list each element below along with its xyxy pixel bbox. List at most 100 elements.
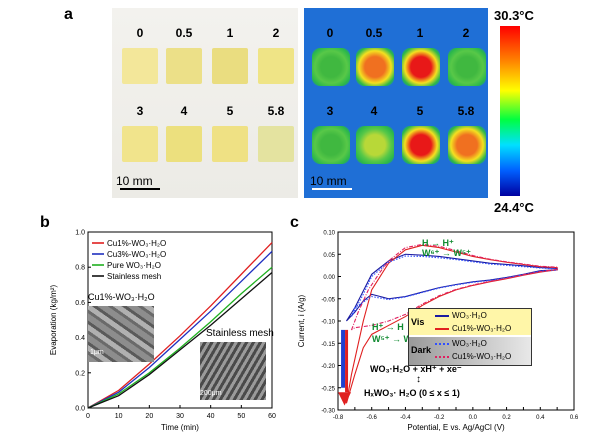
thermal-sample-label: 1 <box>416 26 424 40</box>
photo-sample-square <box>122 48 158 84</box>
legend-entry: Cu1%-WO₃·H₂O <box>435 352 511 361</box>
sem-inset-scale: 1μm <box>90 349 104 356</box>
legend-label: WO₃·H₂O <box>452 339 487 348</box>
reaction-reduction-2: W⁵⁺ → W⁶⁺ <box>372 334 421 344</box>
thermal-sample-label: 4 <box>370 104 378 118</box>
x-tick-label: -0.2 <box>434 415 445 421</box>
equation-line-2: HₓWO₃· H₂O (0 ≤ x ≤ 1) <box>364 388 460 398</box>
thermal-sample-spot <box>356 48 394 86</box>
legend-entry: WO₃·H₂O <box>435 339 487 348</box>
legend-dark-label: Dark <box>411 345 432 355</box>
x-tick-label: 30 <box>176 413 184 420</box>
legend-label: Cu1%-WO₃·H₂O <box>107 239 166 248</box>
photo-sample-square <box>212 48 248 84</box>
sem-inset <box>88 306 154 362</box>
photo-sample-square <box>258 126 294 162</box>
thermal-sample-spot <box>402 48 440 86</box>
legend-label: Cu1%-WO₃·H₂O <box>452 324 512 333</box>
legend-entry: Cu1%-WO₃·H₂O <box>435 324 511 333</box>
thermal-sample-label: 3 <box>326 104 334 118</box>
x-tick-label: -0.4 <box>400 415 411 421</box>
photo-sample-label: 3 <box>136 104 144 118</box>
x-axis-label: Time (min) <box>161 423 199 432</box>
red-arrow-head <box>338 392 352 406</box>
x-tick-label: 40 <box>207 413 215 420</box>
x-tick-label: -0.8 <box>333 415 344 421</box>
legend-label: Cu1%-WO₃·H₂O <box>452 352 512 361</box>
legend-label: Cu3%-WO₃·H₂O <box>107 250 166 259</box>
evaporation-chart: 0 10 20 30 40 50 60 0.0 0.2 0.4 0.6 0.8 1.0 Time (min… <box>49 230 276 433</box>
thermal-sample-label: 5.8 <box>457 104 475 118</box>
reaction-oxidation-1: H → H⁺ <box>422 238 454 248</box>
y-tick-label: 0.00 <box>323 275 335 281</box>
colorbar-min-label: 24.4°C <box>494 200 534 215</box>
thermal-sample-label: 0.5 <box>365 26 383 40</box>
legend-swatch <box>435 327 449 330</box>
legend-vis-band <box>409 309 531 335</box>
x-tick-label: -0.6 <box>367 415 378 421</box>
panel-a-label: a <box>64 6 73 23</box>
x-tick-label: 0.0 <box>469 415 478 421</box>
thermal-sample-label: 0 <box>326 26 334 40</box>
legend-swatch <box>435 355 449 358</box>
y-tick-label: -0.05 <box>321 297 335 303</box>
x-tick-label: 10 <box>115 413 123 420</box>
x-tick-label: 20 <box>145 413 153 420</box>
thermal-sample-spot <box>312 48 350 86</box>
thermal-sample-spot <box>448 126 486 164</box>
y-tick-label: -0.20 <box>321 364 335 370</box>
panel-c-label: c <box>290 214 299 231</box>
thermal-sample-spot <box>402 126 440 164</box>
photo-sample-square <box>166 48 202 84</box>
equation-line-1: WO₃·H₂O + xH⁺ + xe⁻ <box>370 364 462 374</box>
photo-scalebar-line <box>120 188 160 190</box>
series-line-0 <box>87 242 273 409</box>
reaction-oxidation-2: W⁶⁺ → W⁵⁺ <box>422 248 471 258</box>
y-tick-label: -0.10 <box>321 320 335 326</box>
mesh-inset-title: Stainless mesh <box>206 328 274 339</box>
photo-sample-label: 5 <box>226 104 234 118</box>
y-tick-label: -0.30 <box>321 409 335 415</box>
y-tick-label: 0.8 <box>75 265 85 272</box>
photo-sample-square <box>258 48 294 84</box>
series-line-3 <box>87 271 273 409</box>
x-tick-label: 0 <box>86 413 90 420</box>
thermal-sample-spot <box>312 126 350 164</box>
y-axis-label: Current, i (A/g) <box>297 294 306 347</box>
blue-arrow-shaft <box>341 329 346 388</box>
mesh-inset-scale: 200μm <box>200 390 222 397</box>
y-tick-label: 0.6 <box>75 300 85 307</box>
sample-photo: 0 0.5 1 2 3 4 5 5.8 10 mm <box>112 8 298 198</box>
legend-entry: WO₃·H₂O <box>435 311 487 320</box>
colorbar <box>500 26 520 196</box>
reaction-reduction-1: H⁺ → H <box>372 322 404 332</box>
photo-sample-label: 5.8 <box>267 104 285 118</box>
x-tick-label: 50 <box>237 413 245 420</box>
x-tick-label: 0.4 <box>536 415 545 421</box>
legend-vis-label: Vis <box>411 317 425 327</box>
y-tick-label: -0.25 <box>321 386 335 392</box>
photo-scalebar-label: 10 mm <box>116 174 153 188</box>
y-tick-label: 0.0 <box>75 406 85 413</box>
thermal-scalebar-label: 10 mm <box>310 174 347 188</box>
mesh-inset <box>200 342 266 400</box>
colorbar-max-label: 30.3°C <box>494 8 534 23</box>
y-tick-label: 0.2 <box>75 370 85 377</box>
series-line-1 <box>87 250 273 409</box>
legend-dark-band <box>409 337 531 365</box>
cv-chart: -0.8 -0.6 -0.4 -0.2 0.0 0.2 0.4 0.6 0.10 0.05 0.00… <box>297 231 579 433</box>
photo-sample-label: 1 <box>226 26 234 40</box>
x-axis-label: Potential, E vs. Ag/AgCl (V) <box>407 423 505 432</box>
red-arrow-shaft <box>345 329 349 393</box>
photo-sample-label: 4 <box>180 104 188 118</box>
sem-inset-title: Cu1%-WO₃·H₂O <box>88 292 155 302</box>
x-tick-label: 0.2 <box>502 415 511 421</box>
thermal-image: 0 0.5 1 2 3 4 5 5.8 10 mm <box>304 8 488 198</box>
thermal-scalebar-line <box>312 188 352 190</box>
legend-label: WO₃·H₂O <box>452 311 487 320</box>
photo-sample-label: 0.5 <box>175 26 193 40</box>
y-tick-label: -0.15 <box>321 342 335 348</box>
y-tick-label: 0.05 <box>323 253 335 259</box>
y-axis-label: Evaporation (kg/m²) <box>49 285 58 356</box>
photo-sample-square <box>212 126 248 162</box>
